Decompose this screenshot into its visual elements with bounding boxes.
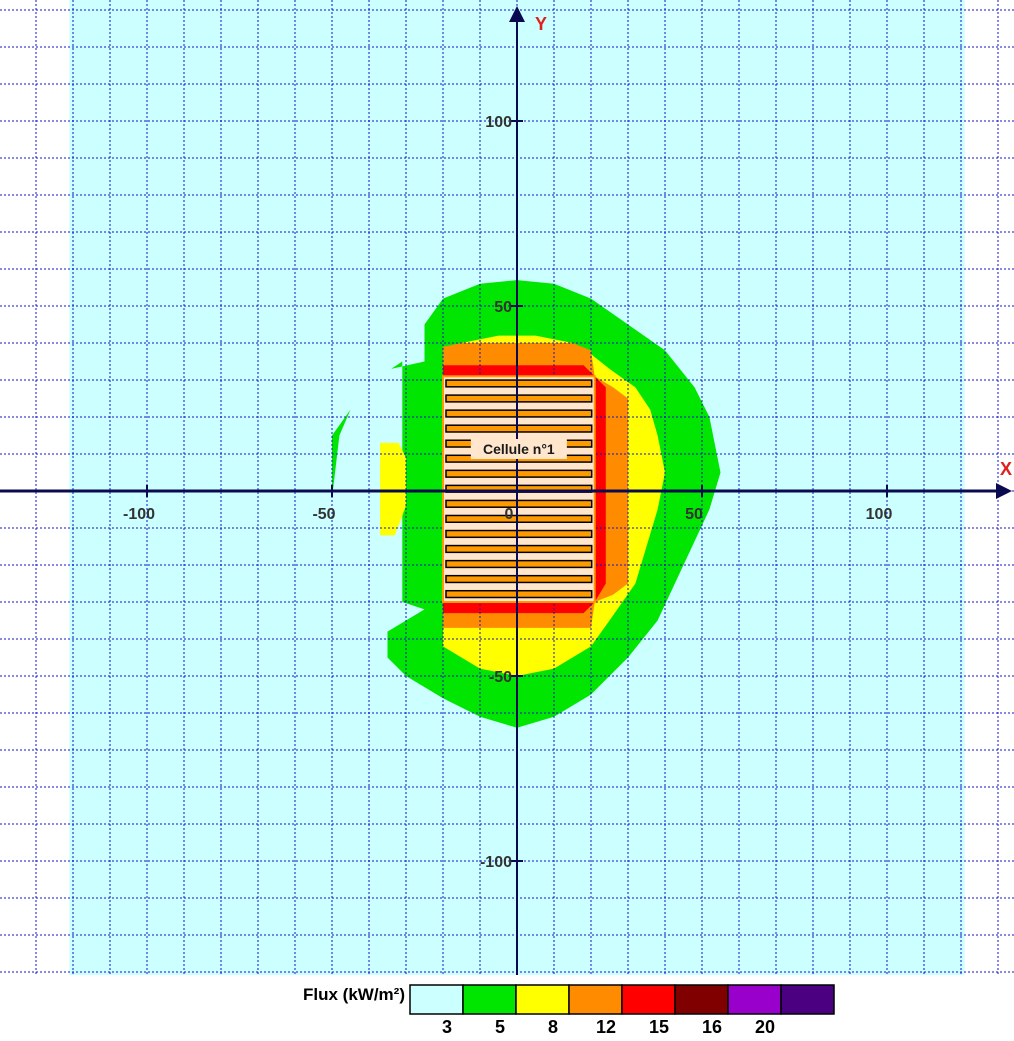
building-stripe [445,544,593,554]
building-stripe [445,559,593,569]
y-axis-arrow [509,6,525,22]
x-tick-label: -100 [123,506,155,523]
building-label: Cellule n°1 [483,441,555,457]
legend-tick-label: 5 [495,1017,505,1037]
y-tick-label: 50 [494,299,512,316]
y-tick-label: -100 [480,854,512,871]
axes: -100 -50 0 50 100 100 50 -50 -100 [0,6,1012,975]
building-stripe [445,394,593,403]
legend-tick-label: 20 [755,1017,775,1037]
building-stripe [445,409,593,418]
building-stripe [445,379,593,388]
legend-swatch [621,984,676,1015]
legend-swatch [409,984,464,1015]
building-stripe [445,529,593,539]
legend-swatch [727,984,782,1015]
legend-swatch [780,984,835,1015]
building-stripe [445,469,593,478]
building-stripe [445,514,593,524]
legend-tick-label: 3 [442,1017,452,1037]
legend-title: Flux (kW/m²) [303,985,405,1004]
legend: Flux (kW/m²) 3 5 8 12 15 16 20 [303,984,835,1037]
building-stripe [445,574,593,584]
y-tick-label: -50 [489,669,512,686]
legend-swatch [568,984,623,1015]
grid-lines [0,0,1014,975]
x-tick-label: 100 [866,506,893,523]
legend-swatch [515,984,570,1015]
legend-swatch [674,984,729,1015]
legend-swatch [462,984,517,1015]
building-stripe [445,499,593,508]
legend-swatches [409,984,835,1015]
flux-zone-8-2 [380,442,406,536]
building [442,375,596,603]
legend-tick-label: 16 [702,1017,722,1037]
x-axis-label: X [1000,459,1012,479]
legend-tick-label: 15 [649,1017,669,1037]
building-label-backdrop [470,439,567,459]
legend-tick-label: 12 [596,1017,616,1037]
building-stripe [445,424,593,433]
y-axis-label: Y [535,14,547,34]
x-tick-label: 50 [685,506,703,523]
x-tick-label: 0 [505,506,514,523]
legend-ticks: 3 5 8 12 15 16 20 [442,1017,775,1037]
x-tick-label: -50 [312,506,335,523]
building-stripe [445,589,593,599]
y-tick-label: 100 [485,114,512,131]
x-axis-arrow [996,483,1012,499]
legend-tick-label: 8 [548,1017,558,1037]
